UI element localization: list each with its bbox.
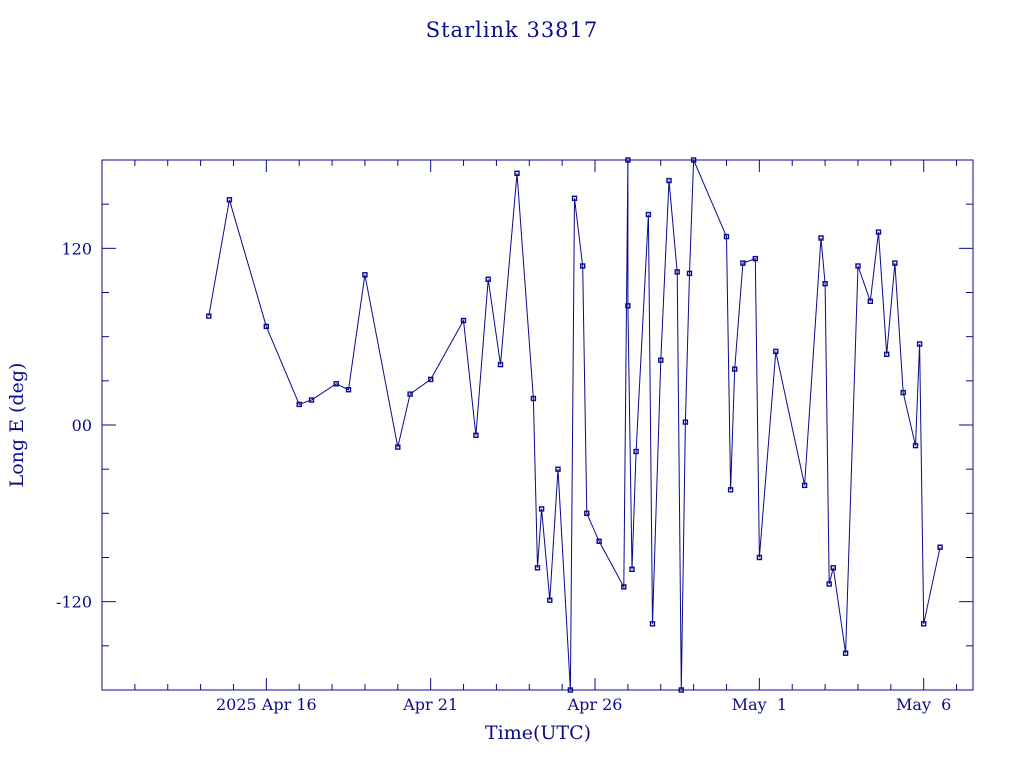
data-point	[362, 272, 368, 278]
y-tick-label: 00	[72, 416, 92, 435]
x-tick-label: May 6	[896, 695, 951, 714]
data-point	[263, 323, 269, 330]
data-point	[530, 395, 537, 402]
data-point	[473, 432, 479, 438]
data-point	[826, 581, 832, 587]
data-point	[912, 442, 919, 449]
y-tick-label: -120	[56, 593, 92, 612]
data-point	[740, 260, 746, 266]
data-point	[658, 357, 664, 363]
x-axis-label: Time(UTC)	[485, 722, 591, 744]
data-point	[538, 506, 545, 512]
data-point	[596, 538, 602, 544]
x-tick-labels: 2025 Apr 16 Apr 21 Apr 26 May 1 May 6	[216, 695, 951, 714]
data-point	[547, 597, 553, 603]
y-tick-labels: -120 00 120	[56, 239, 92, 611]
chart-title: Starlink 33817	[426, 18, 599, 42]
data-point	[345, 387, 352, 393]
x-tick-label: Apr 21	[402, 695, 458, 714]
data-point	[584, 510, 590, 516]
data-point	[727, 487, 734, 493]
data-point	[690, 157, 697, 163]
axis-ticks	[101, 160, 973, 690]
data-point	[916, 341, 923, 347]
data-point	[937, 544, 943, 550]
data-point	[732, 366, 738, 372]
data-point	[756, 554, 763, 561]
data-point	[485, 276, 491, 282]
data-point	[621, 584, 627, 590]
data-point	[555, 466, 561, 472]
data-point	[333, 381, 339, 387]
data-point	[723, 233, 730, 240]
data-point	[395, 444, 401, 450]
data-point	[842, 650, 849, 656]
data-point	[818, 235, 824, 241]
data-point	[428, 376, 434, 383]
data-point	[674, 269, 680, 275]
y-tick-label: 120	[61, 239, 92, 258]
data-point	[206, 313, 212, 319]
plot-frame	[101, 159, 974, 691]
data-point	[875, 229, 882, 235]
data-point	[629, 566, 635, 572]
data-point	[497, 361, 504, 368]
data-point	[296, 401, 302, 408]
data-point	[625, 303, 631, 309]
data-point	[830, 565, 836, 571]
data-point	[773, 348, 779, 355]
data-point	[921, 621, 927, 627]
data-point	[580, 263, 586, 269]
data-point	[649, 621, 656, 627]
x-tick-label: 2025 Apr 16	[216, 695, 317, 714]
data-point	[686, 270, 693, 277]
data-point	[682, 419, 689, 425]
data-point	[567, 687, 574, 693]
data-point	[752, 255, 758, 262]
data-point	[666, 177, 672, 184]
data-point	[867, 298, 873, 304]
x-tick-label: Apr 26	[567, 695, 623, 714]
data-point	[892, 260, 898, 266]
data-point	[855, 263, 861, 269]
data-point	[571, 195, 578, 202]
series-markers	[206, 157, 943, 693]
data-point	[645, 211, 652, 218]
data-point	[801, 482, 808, 489]
data-point	[678, 687, 684, 693]
data-point	[407, 391, 413, 397]
data-point	[308, 397, 315, 403]
data-point	[900, 389, 906, 396]
y-axis-label: Long E (deg)	[6, 363, 28, 488]
data-point	[633, 448, 639, 455]
data-point	[822, 281, 828, 287]
data-point	[625, 157, 631, 163]
data-point	[534, 565, 541, 571]
series-longitude	[208, 160, 941, 690]
data-point	[884, 351, 890, 357]
data-point	[514, 170, 520, 177]
data-point	[226, 197, 233, 203]
data-point	[460, 317, 467, 324]
series-line	[208, 160, 941, 690]
x-tick-label: May 1	[732, 695, 787, 714]
